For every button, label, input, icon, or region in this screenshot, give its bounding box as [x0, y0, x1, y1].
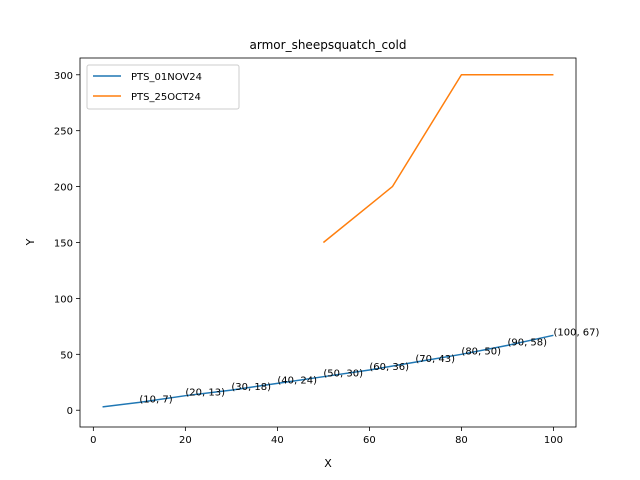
data-label: (90, 58) — [507, 337, 547, 348]
data-label: (100, 67) — [553, 327, 599, 338]
y-tick-label: 100 — [54, 294, 73, 305]
data-label: (30, 18) — [231, 382, 271, 393]
y-tick-label: 50 — [60, 350, 73, 361]
data-label: (80, 50) — [461, 346, 501, 357]
y-axis-label: Y — [24, 238, 37, 246]
legend: PTS_01NOV24 PTS_25OCT24 — [86, 64, 240, 110]
chart-title: armor_sheepsquatch_cold — [250, 38, 407, 52]
data-label: (40, 24) — [277, 375, 317, 386]
data-label: (70, 43) — [415, 354, 455, 365]
x-tick-label: 80 — [455, 435, 468, 446]
data-label: (50, 30) — [323, 369, 363, 380]
y-tick-label: 300 — [54, 71, 73, 82]
x-tick-label: 100 — [544, 435, 563, 446]
legend-box — [86, 64, 240, 110]
series-line-pts_01nov24 — [102, 334, 554, 408]
data-label: (10, 7) — [139, 394, 172, 405]
series-line-pts_25oct24 — [322, 74, 554, 244]
plot-area: (10, 7) (20, 13) (30, 18) (40, 24) (50, 30) (… — [102, 74, 600, 408]
legend-entry: PTS_01NOV24 — [131, 72, 202, 83]
data-label: (60, 36) — [369, 362, 409, 373]
x-tick-label: 40 — [271, 435, 284, 446]
x-tick-label: 0 — [90, 435, 96, 446]
axis-ticks: 0 20 40 60 80 100 0 50 100 150 200 250 300 — [54, 71, 563, 446]
y-tick-label: 0 — [67, 406, 73, 417]
y-tick-label: 250 — [54, 127, 73, 138]
legend-entry: PTS_25OCT24 — [131, 92, 201, 103]
x-tick-label: 60 — [363, 435, 376, 446]
y-tick-label: 200 — [54, 183, 73, 194]
x-tick-label: 20 — [179, 435, 192, 446]
y-tick-label: 150 — [54, 239, 73, 250]
data-label: (20, 13) — [185, 388, 225, 399]
x-axis-label: X — [324, 457, 332, 470]
